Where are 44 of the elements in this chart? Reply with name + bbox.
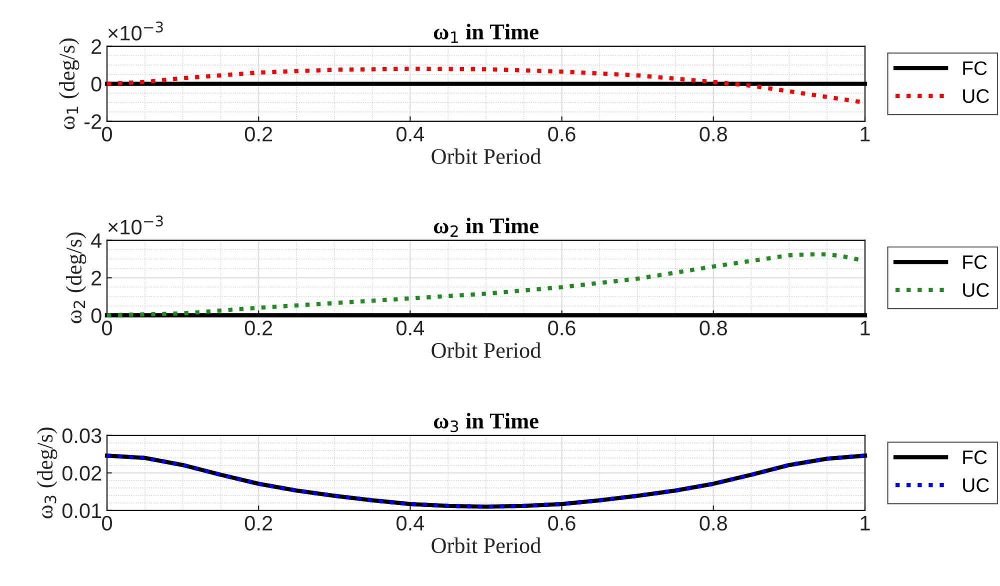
chart-title: ω$_{2}$ in Time (434, 218, 538, 237)
legend-label: UC (963, 478, 989, 492)
y-axis-title: ω$_{2}$ (deg/s) (66, 232, 86, 324)
x-tick-label: 0.4 (396, 320, 424, 336)
x-tick-label: 0 (102, 516, 112, 531)
x-tick-label: 0.6 (548, 126, 576, 142)
x-tick-label: 0.6 (548, 320, 576, 336)
y-tick-label: 2 (92, 39, 102, 54)
y-tick-label: 0.03 (62, 428, 102, 444)
x-tick-label: 1 (860, 126, 870, 142)
x-tick-label: 0 (102, 126, 112, 142)
y-tick-label: 4 (91, 233, 102, 248)
x-tick-label: 0.6 (548, 516, 576, 531)
chart-title: ω$_{3}$ in Time (434, 412, 538, 432)
y-tick-label: 2 (92, 270, 102, 286)
x-tick-label: 1 (860, 516, 870, 530)
x-tick-label: 0.4 (396, 126, 424, 142)
x-axis-title: Orbit Period (432, 342, 541, 358)
legend-label: UC (963, 89, 989, 103)
x-tick-label: 0.2 (244, 320, 272, 336)
y-tick-label: 0 (91, 76, 102, 92)
x-tick-label: 0.2 (244, 126, 272, 142)
x-tick-label: 0.8 (700, 516, 727, 531)
y-tick-label: 0 (91, 308, 102, 324)
text: ×10$^{−3}$ (108, 22, 163, 41)
x-axis-title: Orbit Period (432, 148, 541, 164)
y-tick-label: 0.01 (62, 503, 102, 518)
x-tick-label: 0.8 (700, 320, 727, 336)
x-axis-title: Orbit Period (432, 537, 541, 554)
x-tick-label: 0 (102, 320, 112, 336)
legend-label: FC (963, 61, 987, 76)
y-tick-label: 0.02 (62, 466, 102, 481)
x-tick-label: 0.2 (244, 516, 272, 531)
legend-label: FC (963, 450, 987, 464)
x-tick-label: 1 (860, 320, 870, 336)
legend-label: UC (963, 283, 989, 297)
text: ×10$^{−3}$ (108, 215, 163, 234)
y-axis-title: ω$_{1}$ (deg/s) (59, 38, 80, 130)
y-axis-title: ω$_{3}$ (deg/s) (36, 428, 58, 518)
legend-label: FC (963, 255, 987, 270)
y-tick-label: -2 (84, 114, 102, 129)
x-tick-label: 0.4 (396, 516, 424, 531)
chart-title: ω$_{1}$ in Time (434, 24, 538, 43)
x-tick-label: 0.8 (700, 126, 727, 142)
